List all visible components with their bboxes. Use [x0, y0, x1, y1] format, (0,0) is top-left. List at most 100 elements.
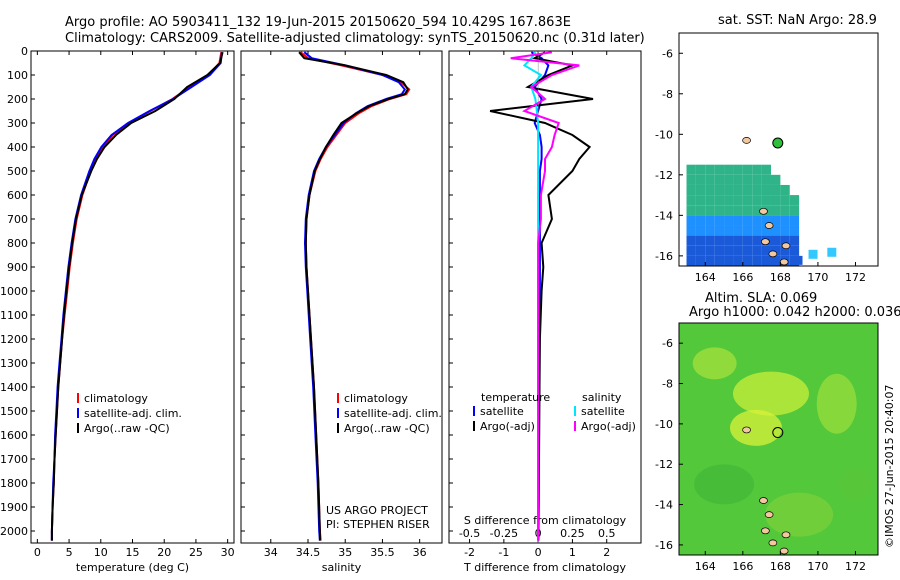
sst-cell — [761, 174, 771, 185]
x-tick-label: 1 — [569, 546, 576, 559]
y-tick-label: 1800 — [0, 477, 28, 490]
sst-cell — [686, 215, 696, 226]
legend-title-salinity: salinity — [582, 391, 622, 404]
sst-cell — [770, 235, 781, 246]
map-x-tick-label: 166 — [732, 271, 753, 284]
sst-cell — [789, 245, 800, 256]
sst-cell — [695, 174, 706, 185]
sst-cell — [742, 245, 753, 256]
island — [742, 426, 751, 434]
temperature-panel: 0 5 10 15 20 25 300100200300400500600700800900… — [0, 45, 235, 574]
x-tick-label: 10 — [94, 546, 108, 559]
plot-frame — [30, 50, 235, 544]
sst-cell — [742, 174, 753, 185]
x-tick-label: 5 — [66, 546, 73, 559]
sst-cell — [752, 174, 762, 185]
sst-cell — [695, 255, 706, 266]
legend-label: Argo(-adj) — [581, 420, 636, 433]
y-tick-label: 800 — [7, 237, 28, 250]
map-x-tick-label: 172 — [845, 271, 866, 284]
argo-float-marker — [772, 427, 784, 439]
sst-cell — [752, 195, 762, 206]
sst-cell — [686, 225, 696, 236]
island — [768, 539, 778, 547]
x-axis-label: salinity — [322, 561, 362, 574]
sst-cell — [761, 225, 771, 236]
map-frame — [678, 322, 879, 556]
sst-cell — [742, 215, 753, 226]
sst-cell — [714, 174, 725, 185]
y-tick-label: 1500 — [0, 405, 28, 418]
x-tick-label: -2 — [464, 546, 475, 559]
legend-label: Argo(..raw -QC) — [344, 422, 430, 435]
map-y-tick-label: -16 — [655, 250, 673, 263]
sst-cell — [686, 184, 696, 196]
sst-cell — [733, 255, 743, 266]
sst-cell — [752, 164, 762, 175]
y-tick-label: 400 — [7, 141, 28, 154]
s-tick-label: 0.25 — [560, 527, 585, 540]
series-line — [50, 51, 224, 541]
y-tick-label: 1200 — [0, 333, 28, 346]
sst-cell — [752, 235, 762, 246]
sla-anomaly — [732, 371, 809, 416]
sst-cell — [761, 184, 771, 196]
legend-label: Argo(..raw -QC) — [84, 422, 170, 435]
sst-cell — [705, 174, 715, 185]
pi-credit: PI: STEPHEN RISER — [326, 518, 430, 531]
sst-cell — [789, 235, 800, 246]
island — [768, 250, 778, 258]
sst-cell — [752, 205, 762, 216]
sla-anomaly — [694, 464, 755, 505]
sst-map-title: sat. SST: NaN Argo: 28.9 — [718, 13, 877, 28]
sst-cell — [705, 164, 715, 175]
sst-cell — [733, 195, 743, 206]
legend-label: satellite — [581, 405, 625, 418]
x-tick-label: 0 — [535, 546, 542, 559]
sla-anomaly — [839, 468, 872, 501]
map-y-tick-label: -10 — [655, 418, 673, 431]
sst-cell — [686, 245, 696, 256]
sst-cell — [770, 195, 781, 206]
sst-cell — [695, 164, 706, 175]
sst-cell — [695, 245, 706, 256]
sst-cell — [724, 195, 734, 206]
sst-cell — [752, 215, 762, 226]
island — [759, 207, 768, 215]
map-x-tick-label: 172 — [845, 560, 866, 573]
island — [779, 547, 789, 555]
sst-cell — [714, 225, 725, 236]
sst-cell — [705, 205, 715, 216]
sst-cell — [793, 255, 803, 265]
sst-cell — [742, 235, 753, 246]
y-tick-label: 0 — [21, 45, 28, 58]
island — [761, 527, 770, 535]
y-tick-label: 100 — [7, 69, 28, 82]
s-tick-label: -0.25 — [490, 527, 518, 540]
sst-cell — [742, 255, 753, 266]
map-x-tick-label: 170 — [807, 271, 828, 284]
sst-cell — [705, 235, 715, 246]
plot-frame — [240, 50, 443, 544]
sst-cell — [761, 255, 771, 266]
sst-cell — [789, 225, 800, 236]
y-tick-label: 500 — [7, 165, 28, 178]
sst-cell — [724, 205, 734, 216]
sst-cell — [724, 235, 734, 246]
sst-cell — [770, 255, 781, 266]
island — [761, 238, 770, 246]
sst-cell — [714, 245, 725, 256]
sst-cell — [789, 205, 800, 216]
sst-cell — [714, 255, 725, 266]
sst-cell — [686, 164, 696, 175]
sst-cell — [724, 255, 734, 266]
sst-cell — [686, 195, 696, 206]
sst-cell — [761, 215, 771, 226]
map-x-tick-label: 168 — [770, 271, 791, 284]
sst-cell — [827, 247, 837, 257]
map-y-tick-label: -6 — [662, 47, 673, 60]
sst-cell — [789, 215, 800, 226]
map-y-tick-label: -14 — [655, 209, 673, 222]
sla-anomaly — [816, 373, 857, 434]
